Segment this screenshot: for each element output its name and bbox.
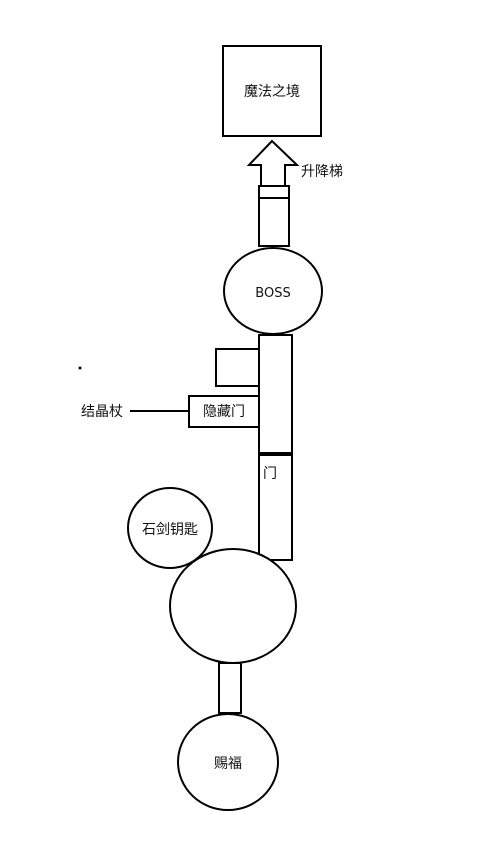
side-room <box>215 348 260 387</box>
boss-label: BOSS <box>255 286 290 301</box>
central-hall-circle <box>169 548 297 664</box>
crystal-staff-label: 结晶杖 <box>81 404 123 420</box>
blessing-circle <box>177 713 279 811</box>
stray-dot <box>78 366 82 370</box>
stone-sword-key-label: 石剑钥匙 <box>142 522 198 538</box>
hidden-door-room <box>188 395 260 428</box>
stone-sword-key-circle <box>127 487 213 569</box>
blessing-label: 赐福 <box>214 756 242 772</box>
elevator-arrow <box>246 139 300 187</box>
magic-realm-label: 魔法之境 <box>244 84 300 100</box>
bottom-connector <box>218 662 242 714</box>
door-corridor <box>258 452 293 561</box>
hidden-door-label: 隐藏门 <box>203 404 245 420</box>
upper-corridor <box>258 334 293 454</box>
magic-realm-box <box>222 45 322 137</box>
elevator-shaft <box>258 185 290 247</box>
elevator-label: 升降梯 <box>301 164 343 180</box>
door-label: 门 <box>263 466 277 482</box>
